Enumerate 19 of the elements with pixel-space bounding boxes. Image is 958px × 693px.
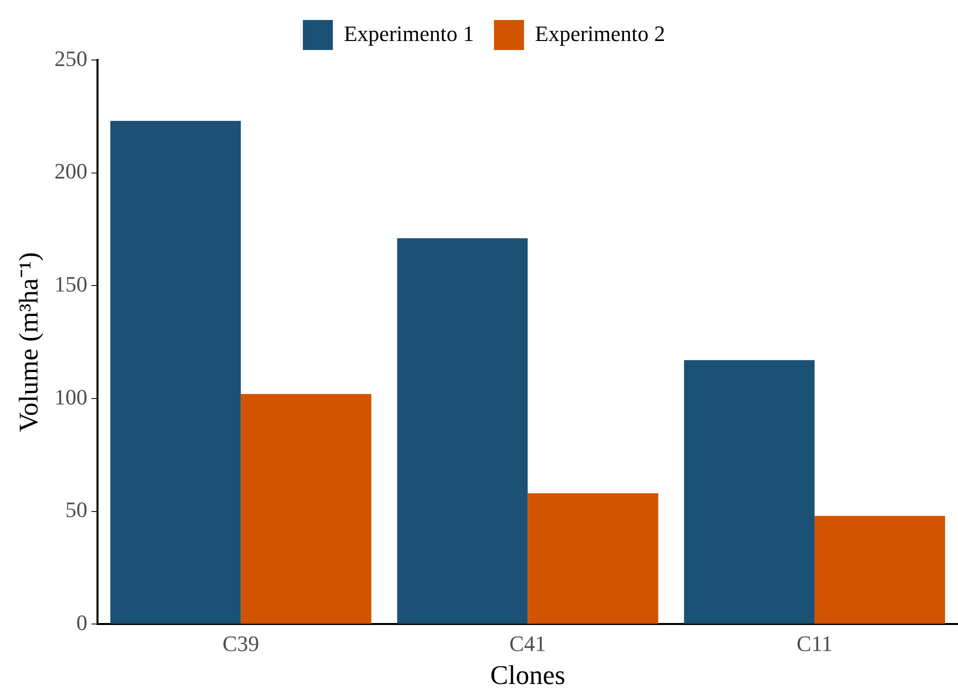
bar	[240, 394, 372, 624]
bar	[528, 493, 658, 624]
x-tick-label: C11	[796, 631, 832, 656]
y-tick-label: 50	[65, 497, 88, 522]
y-tick-label: 100	[54, 384, 88, 410]
bar	[814, 516, 946, 624]
bar	[110, 120, 241, 624]
legend-label: Experimento 1	[344, 20, 474, 46]
bar	[684, 360, 815, 624]
x-axis-title: Clones	[490, 660, 566, 690]
x-tick-label: C39	[222, 631, 260, 656]
x-tick-label: C41	[509, 631, 546, 656]
bar	[397, 238, 528, 624]
legend-label: Experimento 2	[535, 20, 666, 46]
y-tick-label: 200	[54, 158, 88, 184]
y-axis-title: Volume (m³ha⁻¹)	[13, 252, 44, 432]
y-tick-label: 150	[54, 271, 88, 296]
y-tick-label: 0	[76, 610, 88, 635]
y-tick-label: 250	[54, 46, 88, 71]
